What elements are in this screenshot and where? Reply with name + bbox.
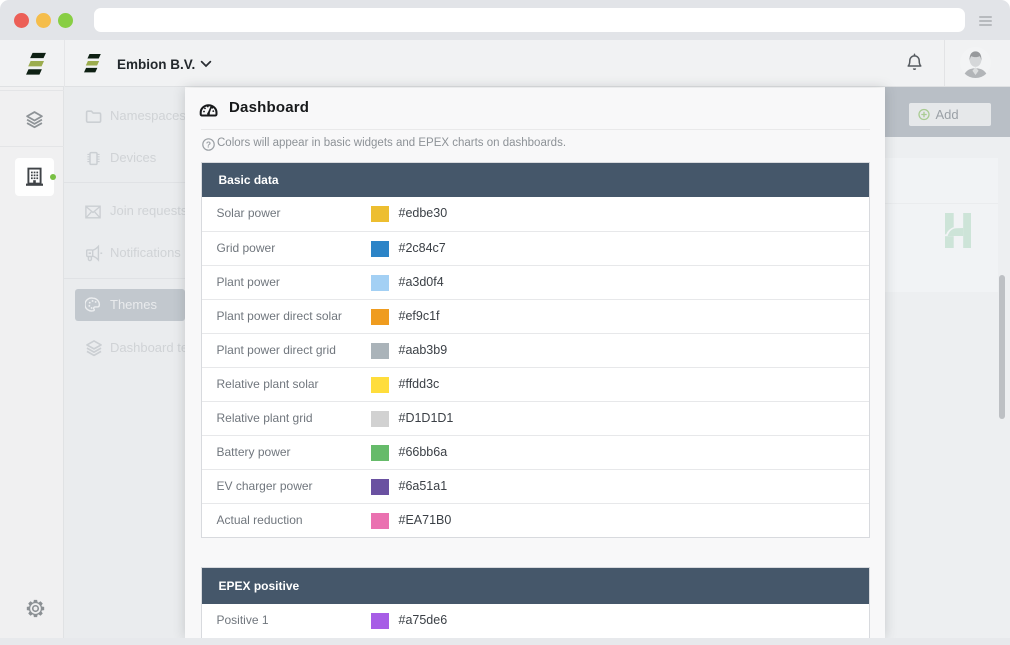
svg-text:Add: Add [936,107,959,122]
svg-text:?: ? [206,139,211,149]
